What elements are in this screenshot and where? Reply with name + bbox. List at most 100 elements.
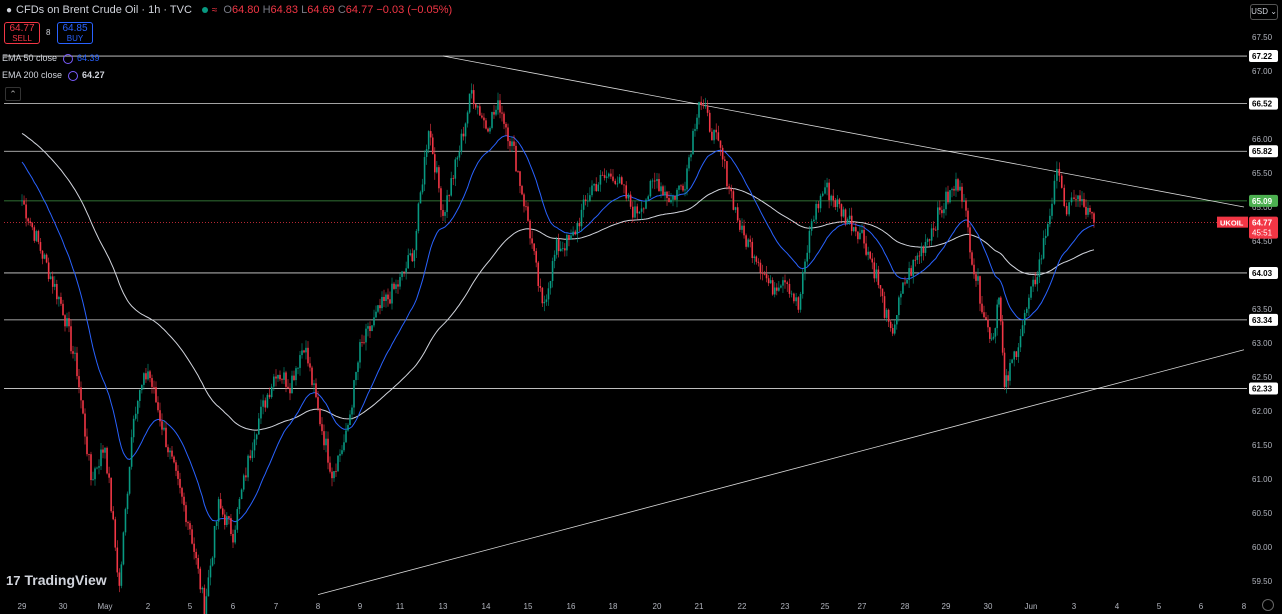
candle-body — [375, 311, 377, 318]
candle-body — [145, 373, 147, 380]
candle-body — [287, 386, 289, 389]
candle-body — [871, 258, 874, 263]
collapse-legend-button[interactable]: ⌃ — [5, 87, 21, 101]
candle-body — [151, 378, 153, 387]
candle-body — [889, 321, 892, 329]
level-price-tag — [1249, 313, 1278, 326]
candle-body — [1042, 238, 1045, 259]
candle-body — [541, 287, 544, 304]
candle-body — [584, 199, 587, 201]
x-tick-label: 11 — [396, 602, 405, 611]
candle-body — [930, 228, 933, 241]
candle-body — [610, 173, 612, 177]
candle-body — [379, 305, 381, 309]
settings-icon[interactable] — [63, 53, 74, 64]
candle-body — [1003, 352, 1006, 387]
candle-body — [527, 206, 529, 221]
chart-settings-icon[interactable] — [1262, 599, 1274, 611]
candle-body — [521, 185, 523, 195]
candle-body — [321, 424, 323, 432]
candle-body — [728, 186, 730, 189]
candle-body — [904, 282, 906, 284]
candle-body — [139, 390, 141, 402]
candle-body — [763, 273, 766, 275]
candle-body — [177, 470, 179, 479]
candle-body — [509, 141, 511, 147]
candle-body — [1015, 351, 1018, 358]
candle-body — [343, 442, 345, 451]
candle-body — [545, 299, 548, 302]
candle-body — [529, 220, 531, 239]
candle-body — [559, 248, 562, 252]
settings-icon[interactable] — [68, 70, 79, 81]
candle-body — [513, 141, 515, 146]
candle-body — [1068, 202, 1070, 215]
candle-body — [431, 137, 434, 155]
candle-body — [769, 280, 772, 284]
buy-button[interactable]: 64.85 BUY — [57, 22, 93, 44]
candle-body — [211, 557, 214, 566]
candle-body — [834, 200, 837, 207]
candle-body — [505, 123, 507, 128]
candle-body — [385, 294, 387, 301]
candle-body — [442, 210, 444, 216]
candle-body — [797, 297, 800, 310]
x-tick-label: 29 — [942, 602, 951, 611]
x-tick-label: 8 — [316, 602, 321, 611]
candle-body — [395, 284, 397, 289]
candle-body — [916, 255, 919, 261]
level-price-label: 62.33 — [1252, 385, 1273, 394]
level-price-label: 63.34 — [1252, 316, 1273, 325]
candle-body — [786, 282, 789, 284]
candle-body — [462, 133, 465, 137]
candle-body — [130, 437, 133, 467]
ema50-legend[interactable]: EMA 50 close 64.39 — [2, 53, 100, 64]
candle-body — [666, 191, 668, 199]
spread-value: 8 — [46, 28, 51, 37]
candle-body — [953, 188, 955, 191]
candle-body — [1000, 297, 1002, 322]
level-price-tag — [1249, 382, 1278, 395]
symbol-tag — [1217, 216, 1248, 228]
level-price-label: 67.22 — [1252, 52, 1273, 61]
candle-body — [848, 215, 851, 220]
trendline-descending-resistance — [442, 55, 1245, 208]
candle-body — [638, 211, 641, 214]
candle-body — [47, 262, 50, 279]
candle-body — [1007, 375, 1009, 381]
candle-body — [62, 303, 64, 316]
candle-body — [692, 130, 694, 155]
candle-body — [369, 326, 371, 332]
x-tick-label: 7 — [274, 602, 279, 611]
candle-body — [313, 383, 315, 385]
candle-body — [1051, 203, 1053, 216]
candle-body — [1087, 207, 1089, 215]
candle-body — [341, 450, 343, 454]
y-tick-label: 63.00 — [1252, 339, 1273, 348]
ema200-legend[interactable]: EMA 200 close 64.27 — [2, 70, 105, 81]
symbol-title[interactable]: CFDs on Brent Crude Oil · 1h · TVC — [16, 4, 192, 16]
candle-body — [761, 272, 764, 274]
y-tick-label: 62.50 — [1252, 373, 1273, 382]
candle-body — [788, 283, 791, 294]
candle-body — [339, 453, 341, 456]
candle-body — [149, 371, 151, 379]
candle-body — [670, 199, 672, 203]
sell-button[interactable]: 64.77 SELL — [4, 22, 40, 44]
candle-body — [367, 326, 369, 329]
candle-body — [279, 374, 281, 380]
candle-body — [957, 179, 959, 191]
candle-body — [618, 177, 621, 184]
candle-body — [76, 352, 78, 377]
candle-body — [688, 157, 690, 169]
candle-body — [458, 151, 461, 158]
candle-body — [452, 178, 455, 179]
currency-select[interactable]: USD ⌄ — [1250, 4, 1278, 20]
x-tick-label: 23 — [781, 602, 790, 611]
candle-body — [987, 319, 989, 328]
candle-body — [664, 191, 666, 196]
candle-body — [491, 112, 493, 128]
candle-body — [603, 175, 606, 178]
level-price-tag — [1249, 266, 1278, 279]
